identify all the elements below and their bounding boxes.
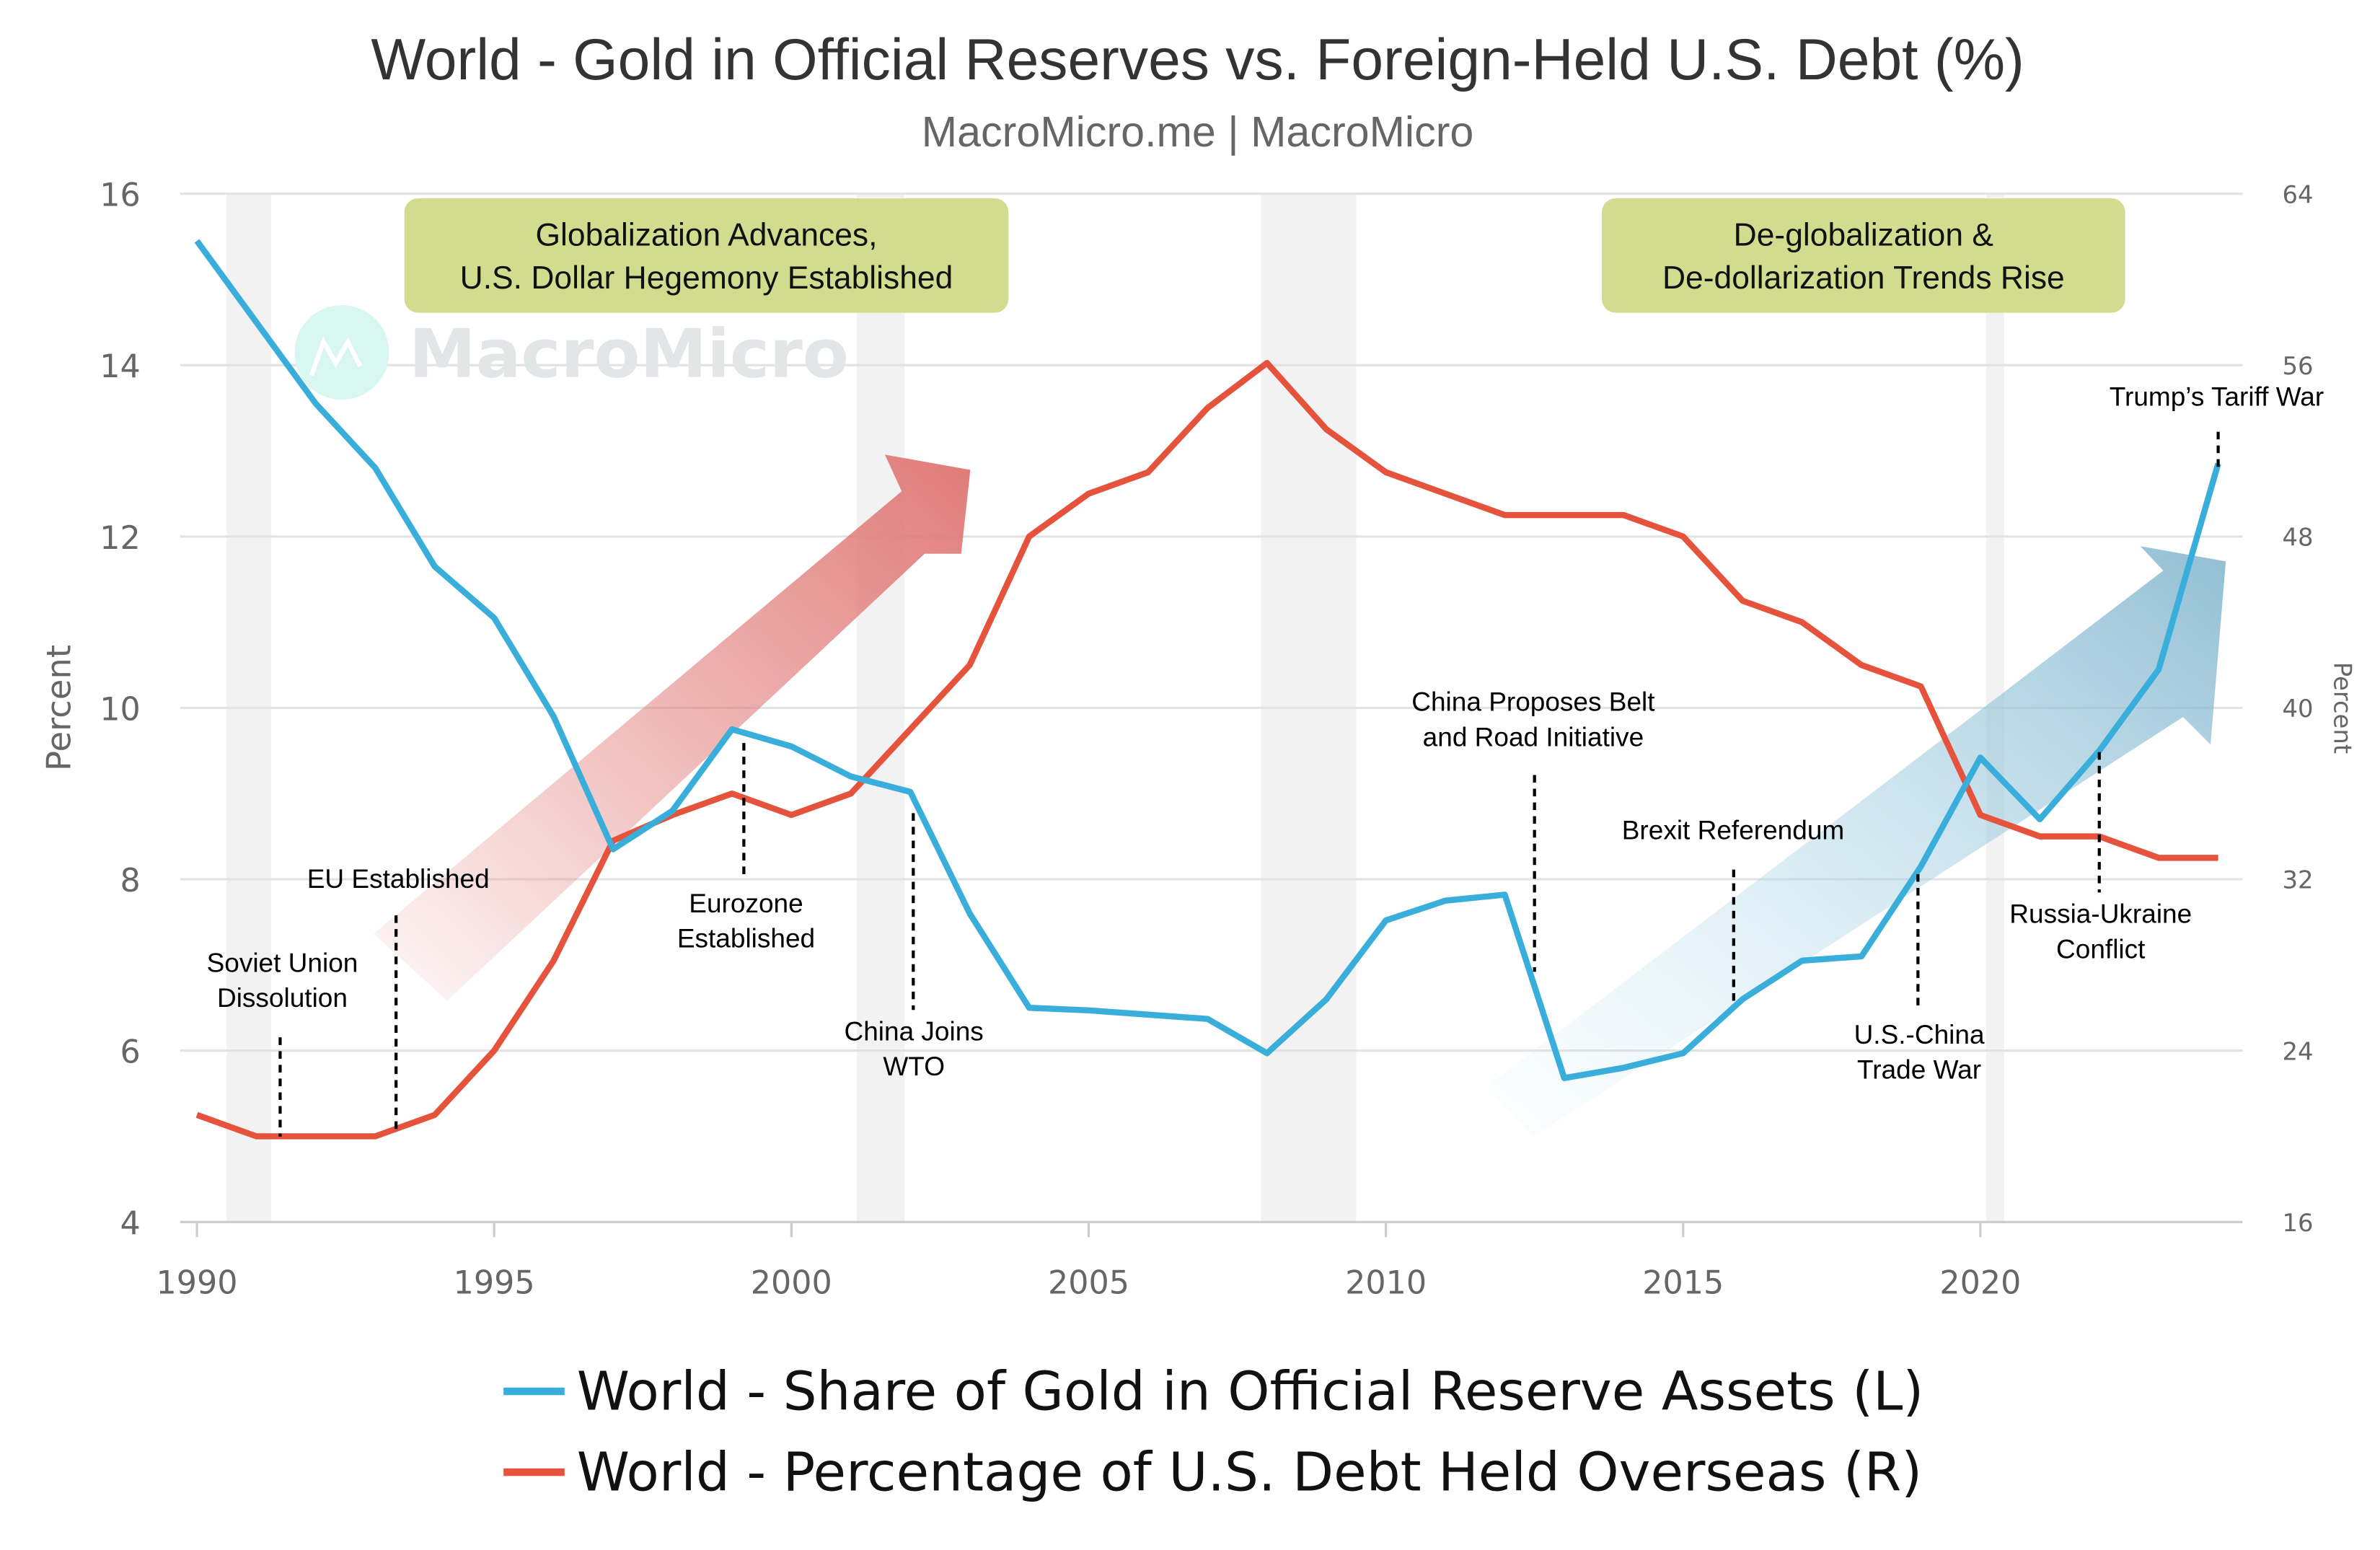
y-tick-right: 32 xyxy=(2282,866,2313,894)
callout-boxes: Globalization Advances, U.S. Dollar Hegem… xyxy=(404,198,2125,313)
watermark-text: MacroMicro xyxy=(409,314,849,392)
legend: World - Share of Gold in Official Reserv… xyxy=(503,1360,1924,1504)
annotation-label: Soviet Union xyxy=(207,947,358,977)
watermark-logo-mark xyxy=(309,336,363,377)
y-axis-right-label: Percent xyxy=(2328,662,2356,754)
axes: 4 6 8 10 12 14 16 16 24 32 40 48 56 64 1990 1995 2000 200… xyxy=(100,177,2313,1302)
chart-title: World - Gold in Official Reserves vs. Fo… xyxy=(371,27,2024,92)
series-line-left xyxy=(194,239,2221,1081)
callout-box xyxy=(404,198,1009,313)
y-tick-right: 64 xyxy=(2282,180,2313,208)
trend-arrows xyxy=(374,454,2226,1137)
annotation-label: Conflict xyxy=(2056,933,2146,964)
annotation-label: Brexit Referendum xyxy=(1622,814,1844,845)
annotation-label: Eurozone xyxy=(689,888,803,918)
x-tick-label: 2005 xyxy=(1048,1265,1129,1302)
x-tick-label: 1990 xyxy=(157,1265,238,1302)
trend-arrow-globalization xyxy=(374,454,971,1001)
watermark: MacroMicro xyxy=(294,305,849,400)
annotation-label: China Joins xyxy=(844,1016,983,1047)
event-annotations: Soviet Union Dissolution EU Established Eur… xyxy=(207,382,2324,1137)
annotation-label: Trump’s Tariff War xyxy=(2110,382,2324,412)
x-tick-label: 2020 xyxy=(1939,1265,2021,1302)
annotation-label: China Proposes Belt xyxy=(1411,687,1655,717)
callout-text: De-globalization & xyxy=(1734,218,1993,253)
annotation-label: and Road Initiative xyxy=(1423,721,1644,752)
y-tick-right: 16 xyxy=(2282,1209,2313,1237)
legend-label: World - Share of Gold in Official Reserv… xyxy=(577,1360,1924,1422)
x-tick-label: 2010 xyxy=(1345,1265,1427,1302)
y-tick-left: 14 xyxy=(100,348,141,385)
annotation-label: U.S.-China xyxy=(1854,1019,1985,1049)
x-tick-label: 2000 xyxy=(751,1265,832,1302)
series xyxy=(194,239,2221,1140)
legend-label: World - Percentage of U.S. Debt Held Ove… xyxy=(577,1442,1922,1504)
callout-box xyxy=(1602,198,2125,313)
callout-text: De-dollarization Trends Rise xyxy=(1662,260,2065,296)
y-tick-left: 12 xyxy=(100,520,141,557)
chart-subtitle: MacroMicro.me | MacroMicro xyxy=(922,107,1474,156)
x-tick-label: 2015 xyxy=(1642,1265,1724,1302)
y-tick-left: 16 xyxy=(100,177,141,214)
series-line-right xyxy=(195,360,2218,1140)
annotation-label: Russia-Ukraine xyxy=(2009,899,2192,929)
y-tick-right: 40 xyxy=(2282,695,2313,723)
callout-text: Globalization Advances, xyxy=(536,218,878,253)
y-tick-right: 48 xyxy=(2282,524,2313,552)
annotation-label: Dissolution xyxy=(217,982,348,1013)
y-tick-right: 24 xyxy=(2282,1037,2313,1065)
y-axis-left-label: Percent xyxy=(39,645,78,771)
annotation-label: Established xyxy=(677,923,815,954)
y-tick-left: 4 xyxy=(120,1205,141,1242)
y-tick-left: 10 xyxy=(100,691,141,728)
y-tick-left: 8 xyxy=(120,863,141,899)
callout-text: U.S. Dollar Hegemony Established xyxy=(460,260,953,296)
annotation-label: Trade War xyxy=(1857,1054,1981,1084)
x-tick-label: 1995 xyxy=(454,1265,535,1302)
annotation-label: EU Established xyxy=(307,863,490,894)
trend-arrow-deglobalization xyxy=(1487,546,2226,1137)
y-tick-left: 6 xyxy=(120,1034,141,1071)
annotation-label: WTO xyxy=(883,1051,945,1081)
y-tick-right: 56 xyxy=(2282,352,2313,380)
